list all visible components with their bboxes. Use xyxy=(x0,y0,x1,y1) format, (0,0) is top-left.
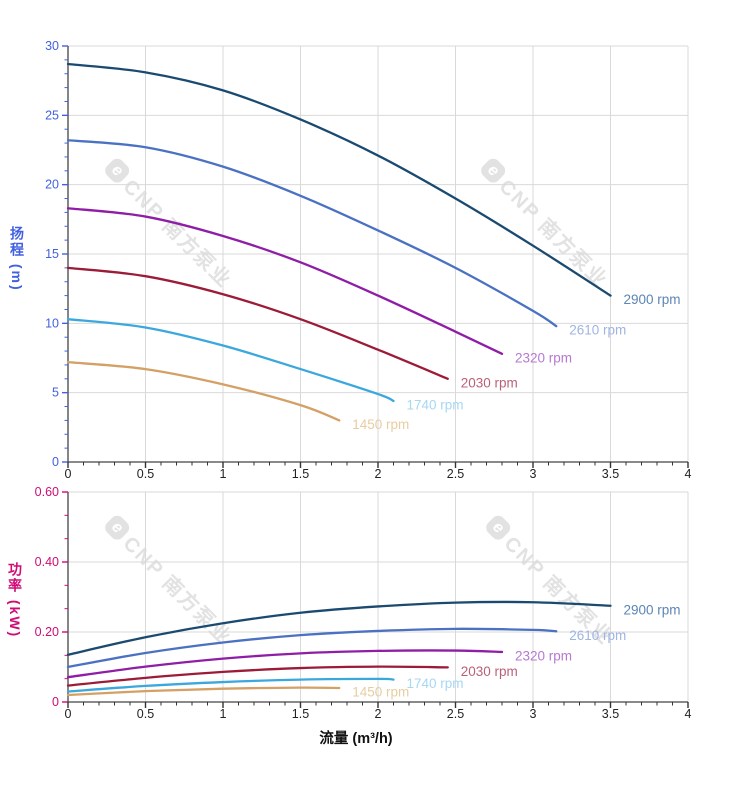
series-label-2610-rpm: 2610 rpm xyxy=(569,628,626,643)
x-tick-label: 0 xyxy=(65,707,72,721)
y-tick-label: 0 xyxy=(52,695,59,709)
series-label-2900-rpm: 2900 rpm xyxy=(624,292,681,307)
head-axis-title: 扬程 (m) xyxy=(9,225,25,292)
series-curve-2030-rpm xyxy=(66,665,449,687)
y-tick-label: 0.60 xyxy=(35,485,59,499)
series-curve-2900-rpm xyxy=(66,62,612,297)
x-tick-label: 3 xyxy=(530,467,537,481)
y-tick-label: 10 xyxy=(45,316,59,330)
series-label-2030-rpm: 2030 rpm xyxy=(461,375,518,390)
x-tick-label: 1 xyxy=(220,467,227,481)
x-tick-label: 3.5 xyxy=(602,467,619,481)
series-label-2030-rpm: 2030 rpm xyxy=(461,664,518,679)
y-tick-label: 0.40 xyxy=(35,555,59,569)
series-curve-2610-rpm xyxy=(66,627,558,669)
series-curve-2900-rpm xyxy=(66,600,612,656)
power-axis-title: 功率 (kW) xyxy=(7,561,23,639)
series-label-1740-rpm: 1740 rpm xyxy=(407,676,464,691)
x-tick-label: 1.5 xyxy=(292,707,309,721)
series-label-1450-rpm: 1450 rpm xyxy=(352,417,409,432)
series-label-2610-rpm: 2610 rpm xyxy=(569,323,626,338)
x-tick-label: 2.5 xyxy=(447,707,464,721)
series-curve-1450-rpm xyxy=(66,361,341,422)
x-tick-label: 3.5 xyxy=(602,707,619,721)
y-tick-label: 15 xyxy=(45,247,59,261)
x-tick-label: 4 xyxy=(685,467,692,481)
series-curve-2320-rpm xyxy=(66,649,504,679)
x-tick-label: 1 xyxy=(220,707,227,721)
x-tick-label: 2 xyxy=(375,707,382,721)
x-tick-label: 2.5 xyxy=(447,467,464,481)
y-tick-label: 0 xyxy=(52,455,59,469)
series-curve-2030-rpm xyxy=(66,266,449,380)
x-tick-label: 0.5 xyxy=(137,707,154,721)
series-curve-1450-rpm xyxy=(66,686,341,697)
series-label-1740-rpm: 1740 rpm xyxy=(407,397,464,412)
y-tick-label: 25 xyxy=(45,108,59,122)
series-label-2320-rpm: 2320 rpm xyxy=(515,648,572,663)
x-tick-label: 3 xyxy=(530,707,537,721)
series-curve-2610-rpm xyxy=(66,139,558,328)
series-curve-1740-rpm xyxy=(66,677,395,693)
x-tick-label: 0.5 xyxy=(137,467,154,481)
y-tick-label: 20 xyxy=(45,178,59,192)
x-tick-label: 1.5 xyxy=(292,467,309,481)
flow-axis-title: 流量 (m³/h) xyxy=(319,731,393,747)
y-tick-label: 0.20 xyxy=(35,625,59,639)
x-tick-label: 0 xyxy=(65,467,72,481)
y-tick-label: 5 xyxy=(52,386,59,400)
x-tick-label: 4 xyxy=(685,707,692,721)
series-label-2900-rpm: 2900 rpm xyxy=(624,602,681,617)
series-curve-2320-rpm xyxy=(66,207,504,355)
y-tick-label: 30 xyxy=(45,39,59,53)
x-tick-label: 2 xyxy=(375,467,382,481)
series-label-1450-rpm: 1450 rpm xyxy=(352,685,409,700)
series-label-2320-rpm: 2320 rpm xyxy=(515,350,572,365)
series-curve-1740-rpm xyxy=(66,318,395,403)
